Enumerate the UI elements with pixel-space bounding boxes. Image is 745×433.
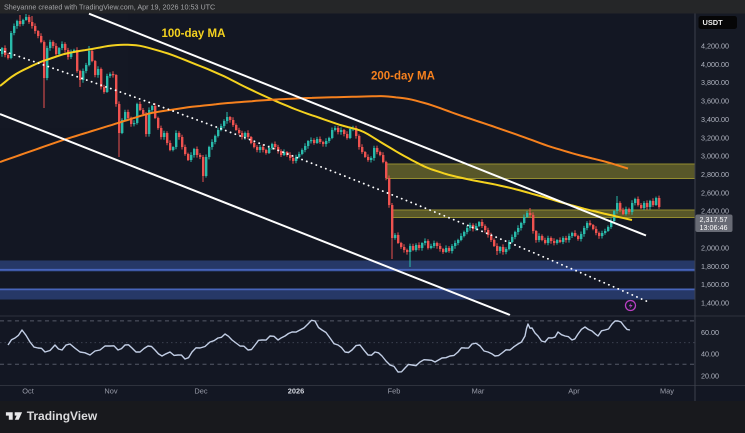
svg-text:3,600.00: 3,600.00: [701, 97, 729, 106]
svg-text:USDT: USDT: [703, 18, 724, 27]
svg-text:2,800.00: 2,800.00: [701, 170, 729, 179]
svg-text:2,000.00: 2,000.00: [701, 244, 729, 253]
svg-text:TradingView: TradingView: [27, 409, 98, 423]
svg-text:3,400.00: 3,400.00: [701, 115, 729, 124]
svg-text:Dec: Dec: [194, 387, 207, 396]
svg-text:2,600.00: 2,600.00: [701, 188, 729, 197]
svg-text:2,400.00: 2,400.00: [701, 207, 729, 216]
svg-text:4,000.00: 4,000.00: [701, 60, 729, 69]
svg-text:1,800.00: 1,800.00: [701, 262, 729, 271]
svg-text:May: May: [660, 387, 674, 396]
svg-text:1,600.00: 1,600.00: [701, 280, 729, 289]
svg-text:2,317.57: 2,317.57: [700, 215, 728, 224]
svg-text:Oct: Oct: [22, 387, 34, 396]
svg-text:1,400.00: 1,400.00: [701, 299, 729, 308]
svg-text:200-day MA: 200-day MA: [371, 71, 435, 83]
svg-text:2026: 2026: [288, 387, 304, 396]
svg-text:20.00: 20.00: [701, 372, 719, 381]
svg-text:Mar: Mar: [472, 387, 485, 396]
svg-text:3,000.00: 3,000.00: [701, 152, 729, 161]
svg-text:40.00: 40.00: [701, 350, 719, 359]
svg-text:Apr: Apr: [568, 387, 580, 396]
svg-text:Sheyanne created with TradingV: Sheyanne created with TradingView.com, A…: [4, 2, 215, 11]
svg-text:Nov: Nov: [104, 387, 117, 396]
svg-text:4,200.00: 4,200.00: [701, 42, 729, 51]
svg-text:Feb: Feb: [388, 387, 401, 396]
svg-text:100-day MA: 100-day MA: [162, 28, 226, 40]
svg-text:13:06:46: 13:06:46: [700, 223, 728, 232]
svg-text:3,800.00: 3,800.00: [701, 78, 729, 87]
svg-text:3,200.00: 3,200.00: [701, 133, 729, 142]
svg-text:60.00: 60.00: [701, 328, 719, 337]
